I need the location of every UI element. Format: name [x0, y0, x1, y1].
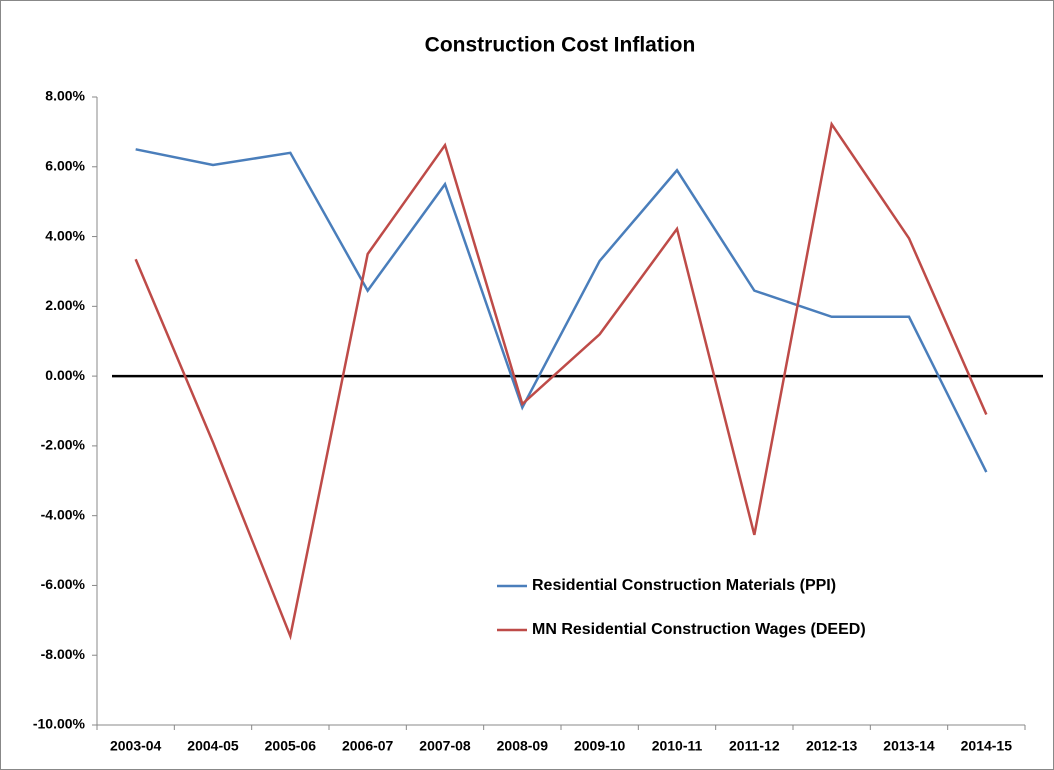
y-tick-label: -6.00%	[41, 576, 86, 592]
y-tick-label: -4.00%	[41, 506, 86, 522]
series-line	[135, 148, 988, 473]
x-tick-label: 2004-05	[187, 738, 239, 754]
series-line	[134, 121, 988, 641]
y-tick-label: 8.00%	[45, 88, 85, 104]
x-tick-label: 2014-15	[961, 738, 1013, 754]
legend-label: Residential Construction Materials (PPI)	[532, 577, 836, 594]
x-tick-label: 2007-08	[419, 738, 471, 754]
y-tick-label: -2.00%	[41, 437, 86, 453]
y-tick-label: 6.00%	[45, 157, 85, 173]
x-tick-label: 2005-06	[265, 738, 317, 754]
x-tick-label: 2011-12	[729, 738, 780, 754]
x-tick-label: 2003-04	[110, 738, 162, 754]
x-tick-label: 2006-07	[342, 738, 394, 754]
y-tick-label: -8.00%	[41, 646, 86, 662]
chart-title: Construction Cost Inflation	[425, 34, 696, 57]
legend-label: MN Residential Construction Wages (DEED)	[532, 621, 866, 638]
y-tick-label: 2.00%	[45, 297, 85, 313]
x-tick-label: 2008-09	[497, 738, 549, 754]
y-tick-label: -10.00%	[33, 716, 86, 732]
y-tick-label: 4.00%	[45, 227, 85, 243]
x-tick-label: 2009-10	[574, 738, 626, 754]
y-tick-label: 0.00%	[45, 367, 85, 383]
x-tick-label: 2012-13	[806, 738, 858, 754]
x-tick-label: 2010-11	[652, 738, 703, 754]
x-tick-label: 2013-14	[883, 738, 935, 754]
